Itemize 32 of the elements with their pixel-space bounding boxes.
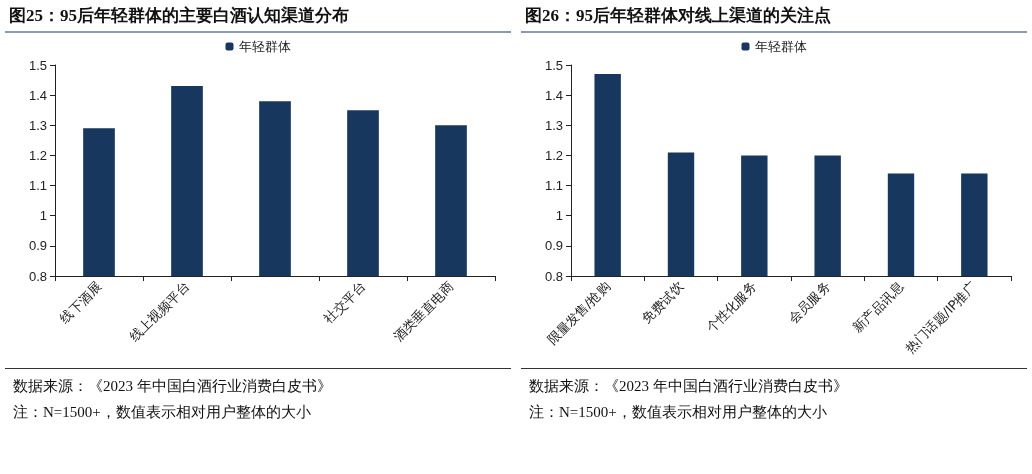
- y-tick-label: 1.1: [544, 178, 563, 194]
- y-tick-label: 1.3: [544, 117, 563, 133]
- y-tick-label: 1.2: [544, 147, 563, 163]
- x-tick-label: 会员服务: [785, 278, 833, 327]
- x-tick-label: 社交平台: [320, 278, 369, 327]
- source-note: 数据来源：《2023 年中国白酒行业消费白皮书》: [529, 377, 849, 396]
- y-tick-label: 1.2: [28, 147, 47, 163]
- y-tick-label: 0.9: [544, 238, 563, 254]
- x-tick-label: 新产品讯息: [849, 278, 907, 336]
- chart-title: 图26：95后年轻群体对线上渠道的关注点: [521, 0, 1027, 33]
- y-tick-label: 1: [555, 208, 563, 224]
- legend-label: 年轻群体: [754, 39, 807, 54]
- y-tick-label: 1: [39, 208, 47, 224]
- y-tick-label: 1.4: [544, 87, 563, 103]
- y-tick-label: 0.8: [544, 268, 563, 284]
- y-tick-label: 0.9: [28, 238, 47, 254]
- y-tick-label: 1.1: [28, 178, 47, 194]
- y-tick-label: 1.3: [28, 117, 47, 133]
- y-tick-label: 1.5: [544, 57, 563, 73]
- text: 注：N=1500+，数值表示相对用户整体的大小: [529, 403, 828, 422]
- legend-label: 年轻群体: [238, 39, 291, 54]
- x-tick-label: 个性化服务: [703, 278, 760, 336]
- y-tick-label: 0.8: [28, 268, 47, 284]
- x-tick-label: 线下酒展: [56, 278, 105, 327]
- x-tick-label: 线上视频平台: [126, 278, 193, 345]
- x-tick-label: 酒类垂直电商: [390, 278, 457, 345]
- chart-title: 图25：95后年轻群体的主要白酒认知渠道分布: [5, 0, 511, 33]
- y-tick-label: 1.4: [28, 87, 47, 103]
- source-note: 数据来源：《2023 年中国白酒行业消费白皮书》: [13, 377, 333, 396]
- y-tick-label: 1.5: [28, 57, 47, 73]
- x-tick-label: 免费试饮: [638, 278, 687, 327]
- text: 注：N=1500+，数值表示相对用户整体的大小: [13, 403, 312, 422]
